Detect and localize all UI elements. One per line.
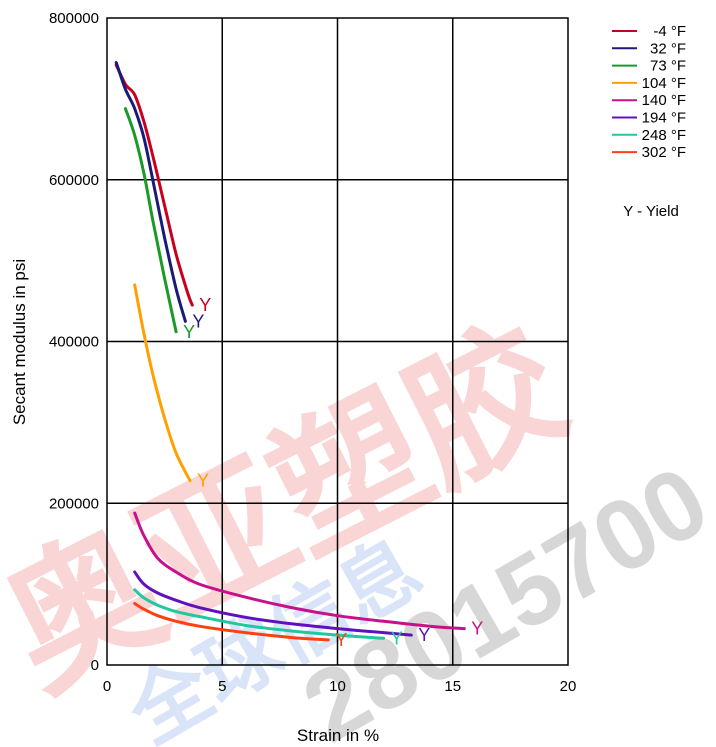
series-line-3 [133,283,192,483]
y-tick-label: 400000 [49,334,99,351]
yield-marker-0: Y [199,295,211,315]
x-tick-label: 5 [218,678,226,695]
x-tick-label: 20 [560,678,577,695]
legend-label-1: 32 °F [650,40,686,57]
y-tick-label: 600000 [49,172,99,189]
legend-label-4: 140 °F [642,92,686,109]
y-axis-title: Secant modulus in psi [10,259,29,425]
y-tick-label: 800000 [49,10,99,27]
plot-frame [106,17,569,666]
yield-marker-7: Y [335,630,347,650]
legend-yield-note: Y - Yield [623,203,679,220]
y-tick-label: 200000 [49,495,99,512]
series-line-7 [133,602,330,642]
yield-marker-4: Y [471,619,483,639]
x-tick-label: 0 [103,678,111,695]
series-line-6 [133,588,386,640]
series-line-1 [114,61,187,323]
yield-marker-1: Y [192,311,204,331]
series-line-2 [123,107,178,334]
x-axis-title: Strain in % [297,726,379,745]
yield-marker-2: Y [183,322,195,342]
series-layer [114,61,466,642]
yield-marker-6: Y [391,628,403,648]
series-line-4 [133,511,466,631]
tick-labels: 0 5 10 15 20 0 200000 400000 600000 800000 [49,10,576,695]
y-tick-label: 0 [91,657,99,674]
legend-label-7: 302 °F [642,144,686,161]
legend-label-3: 104 °F [642,75,686,92]
series-line-5 [133,570,413,637]
legend-label-2: 73 °F [650,58,686,75]
yield-marker-5: Y [418,625,430,645]
yield-marker-3: Y [197,471,209,491]
legend-label-6: 248 °F [642,127,686,144]
legend-label-5: 194 °F [642,110,686,127]
grid-lines [107,18,568,665]
x-tick-label: 10 [329,678,346,695]
legend-label-0: -4 °F [653,23,686,40]
x-tick-label: 15 [444,678,461,695]
series-line-0 [114,63,194,307]
